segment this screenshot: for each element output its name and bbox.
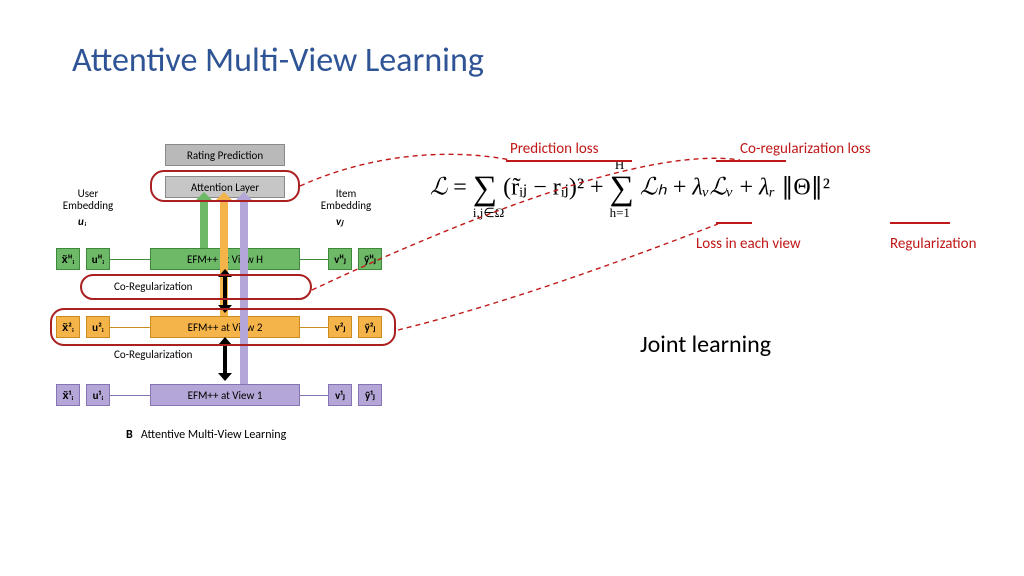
harrow-2-1	[300, 327, 328, 328]
coreg-label-2: Co-Regularization	[114, 349, 192, 361]
rating-prediction-box: Rating Prediction	[165, 144, 285, 166]
architecture-diagram: Rating Prediction Attention Layer UserEm…	[50, 140, 400, 470]
user-x-2: x̃²ᵢ	[56, 316, 80, 338]
joint-learning-text: Joint learning	[640, 330, 771, 359]
item-v-H: vᴴⱼ	[328, 248, 352, 270]
caption-text: Attentive Multi-View Learning	[141, 428, 286, 442]
harrow-H-1	[300, 259, 328, 260]
loss-formula: ℒ = ∑ i,j∈Ω (r̃ᵢⱼ − rᵢⱼ)² + ∑ H h=1 ℒₕ +…	[430, 172, 830, 206]
sum2: ∑ H h=1	[610, 172, 634, 206]
underline-reg	[890, 222, 950, 224]
coreg-arrow-2	[218, 339, 232, 379]
efm-view-1: EFM++ at View 1	[150, 384, 300, 406]
underline-coreg	[716, 160, 786, 162]
harrow-1-0	[110, 395, 150, 396]
sum1-sub: i,j∈Ω	[473, 206, 523, 219]
coreg-arrow-1	[218, 271, 232, 311]
item-v-2: v²ⱼ	[328, 316, 352, 338]
underline-eachview	[716, 222, 752, 224]
user-x-1: x̃¹ᵢ	[56, 384, 80, 406]
harrow-2-0	[110, 327, 150, 328]
sum2-sub: h=1	[610, 206, 640, 219]
plus3: +	[740, 175, 760, 201]
user-u-2: u²ᵢ	[86, 316, 110, 338]
user-symbol: uᵢ	[78, 216, 86, 228]
diagram-caption: B Attentive Multi-View Learning	[126, 428, 286, 442]
label-eachview: Loss in each view	[696, 235, 801, 253]
user-embedding-label: UserEmbedding	[58, 188, 118, 212]
term-lamr: λᵣ	[759, 175, 775, 201]
plus2: +	[673, 175, 693, 201]
sym-eq: =	[453, 175, 473, 201]
vertical-arrow-view-1	[240, 198, 248, 384]
term-Lh: ℒₕ	[640, 175, 667, 201]
item-y-H: ỹᴴⱼ	[358, 248, 382, 270]
harrow-H-0	[110, 259, 150, 260]
harrow-1-1	[300, 395, 328, 396]
sum1: ∑ i,j∈Ω	[473, 172, 497, 206]
coreg-label-1: Co-Regularization	[114, 281, 192, 293]
label-pred: Prediction loss	[510, 140, 599, 158]
caption-letter: B	[126, 428, 133, 442]
slide-title: Attentive Multi-View Learning	[72, 40, 484, 81]
item-symbol: vⱼ	[336, 216, 343, 228]
sym-L: ℒ	[430, 175, 447, 201]
user-x-H: x̃ᴴᵢ	[56, 248, 80, 270]
efm-view-2: EFM++ at View 2	[150, 316, 300, 338]
label-reg: Regularization	[890, 235, 976, 253]
item-embedding-label: ItemEmbedding	[316, 188, 376, 212]
term-theta: ∥Θ∥²	[781, 175, 830, 201]
user-u-1: u¹ᵢ	[86, 384, 110, 406]
user-u-H: uᴴᵢ	[86, 248, 110, 270]
term-lamv: λᵥℒᵥ	[692, 175, 733, 201]
vertical-arrow-view-H	[200, 198, 208, 248]
underline-pred	[506, 160, 632, 162]
item-v-1: v¹ⱼ	[328, 384, 352, 406]
item-y-2: ỹ²ⱼ	[358, 316, 382, 338]
plus1: +	[590, 175, 610, 201]
term-pred: (r̃ᵢⱼ − rᵢⱼ)²	[503, 175, 584, 201]
label-coreg: Co-regularization loss	[740, 140, 871, 158]
item-y-1: ỹ¹ⱼ	[358, 384, 382, 406]
